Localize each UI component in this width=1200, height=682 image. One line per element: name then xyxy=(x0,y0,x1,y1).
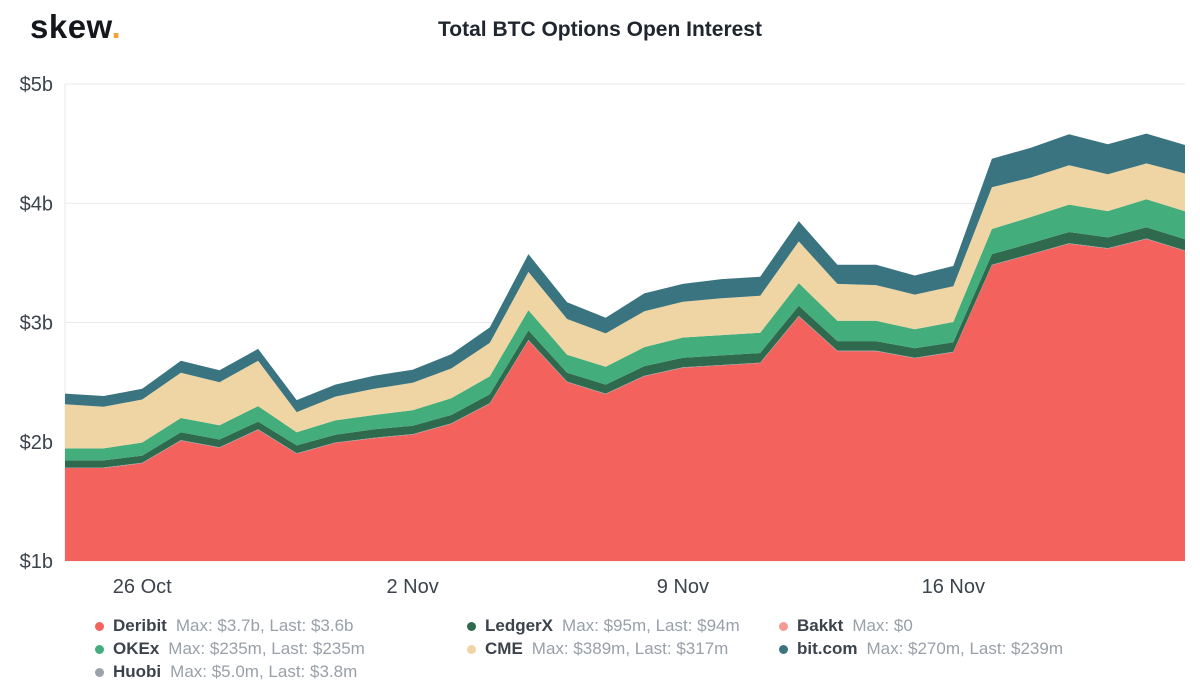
legend-series-stats: Max: $95m, Last: $94m xyxy=(562,616,740,635)
legend-series-stats: Max: $5.0m, Last: $3.8m xyxy=(170,662,358,681)
y-axis-label: $4b xyxy=(20,193,53,215)
legend-color-dot-icon xyxy=(467,644,476,654)
legend-item-bit-com[interactable]: bit.com Max: $270m, Last: $239m xyxy=(779,639,1180,659)
legend-series-name: Deribit xyxy=(113,616,167,635)
legend-color-dot-icon xyxy=(95,644,104,654)
legend-item-huobi[interactable]: Huobi Max: $5.0m, Last: $3.8m xyxy=(95,662,467,682)
legend-color-dot-icon xyxy=(779,644,788,654)
area-deribit xyxy=(65,239,1185,561)
x-axis-label: 26 Oct xyxy=(113,576,172,598)
y-axis-label: $3b xyxy=(20,313,53,335)
legend-color-dot-icon xyxy=(95,667,104,677)
legend-series-stats: Max: $270m, Last: $239m xyxy=(866,639,1063,658)
skew-logo-dot: . xyxy=(111,8,122,45)
legend-series-name: Bakkt xyxy=(797,616,844,635)
skew-logo[interactable]: skew. xyxy=(30,8,121,46)
legend-color-dot-icon xyxy=(467,621,476,631)
area-cme xyxy=(65,163,1185,449)
area-bit-com xyxy=(65,133,1185,413)
legend-item-deribit[interactable]: Deribit Max: $3.7b, Last: $3.6b xyxy=(95,616,467,636)
legend-series-stats: Max: $0 xyxy=(852,616,913,635)
chart-title: Total BTC Options Open Interest xyxy=(438,18,762,41)
legend-series-name: CME xyxy=(485,639,523,658)
legend: Deribit Max: $3.7b, Last: $3.6b LedgerX Max… xyxy=(95,616,1180,682)
y-axis-label: $1b xyxy=(20,551,53,573)
legend-color-dot-icon xyxy=(95,621,104,631)
legend-item-okex[interactable]: OKEx Max: $235m, Last: $235m xyxy=(95,639,467,659)
stacked-area-chart[interactable]: $1b $2b $3b $4b $5b 26 Oct 2 Nov 9 Nov 16 Nov xyxy=(0,58,1200,603)
legend-item-bakkt[interactable]: Bakkt Max: $0 xyxy=(779,616,1180,636)
legend-series-name: LedgerX xyxy=(485,616,554,635)
legend-color-dot-icon xyxy=(779,621,788,631)
legend-item-ledgerx[interactable]: LedgerX Max: $95m, Last: $94m xyxy=(467,616,779,636)
legend-series-name: bit.com xyxy=(797,639,858,658)
legend-series-stats: Max: $235m, Last: $235m xyxy=(168,639,365,658)
area-okex xyxy=(65,199,1185,461)
legend-series-name: OKEx xyxy=(113,639,160,658)
legend-series-stats: Max: $389m, Last: $317m xyxy=(531,639,729,658)
legend-item-cme[interactable]: CME Max: $389m, Last: $317m xyxy=(467,639,779,659)
x-axis-label: 16 Nov xyxy=(922,576,985,598)
y-axis-label: $5b xyxy=(20,74,53,96)
x-axis-label: 9 Nov xyxy=(657,576,709,598)
x-axis-label: 2 Nov xyxy=(386,576,438,598)
legend-series-stats: Max: $3.7b, Last: $3.6b xyxy=(175,616,354,635)
y-axis-label: $2b xyxy=(20,432,53,454)
legend-series-name: Huobi xyxy=(113,662,162,681)
skew-logo-text: skew xyxy=(30,8,112,45)
